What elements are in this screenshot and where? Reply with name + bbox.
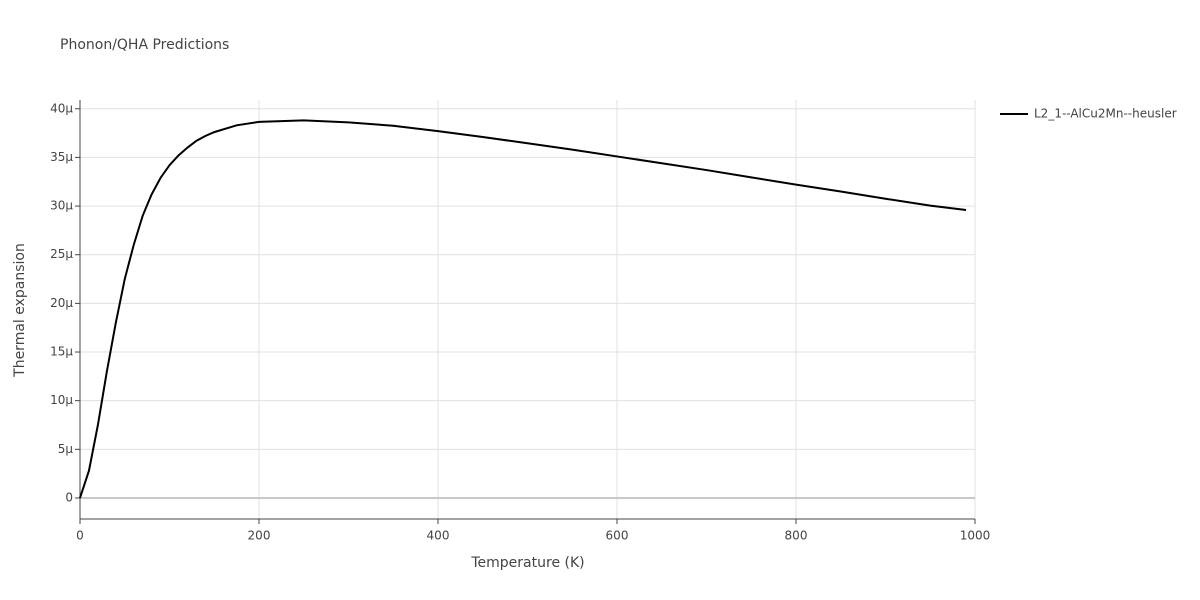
y-tick-label: 5μ <box>58 442 74 456</box>
x-tick-label: 1000 <box>960 529 991 543</box>
y-tick-label: 25μ <box>50 247 73 261</box>
x-axis-title: Temperature (K) <box>470 555 584 571</box>
x-tick-label: 800 <box>785 529 808 543</box>
x-tick-label: 0 <box>76 529 84 543</box>
y-tick-label: 15μ <box>50 345 73 359</box>
series-line <box>79 119 967 499</box>
chart-title: Phonon/QHA Predictions <box>60 37 229 53</box>
x-tick-label: 600 <box>606 529 629 543</box>
y-tick-label: 35μ <box>50 150 73 164</box>
y-tick-label: 40μ <box>50 101 73 115</box>
y-tick-label: 0 <box>65 490 73 504</box>
x-tick-label: 400 <box>427 529 450 543</box>
y-tick-label: 10μ <box>50 393 73 407</box>
x-tick-label: 200 <box>248 529 271 543</box>
y-axis-title: Thermal expansion <box>12 243 28 378</box>
legend-label: L2_1--AlCu2Mn--heusler <box>1034 107 1177 121</box>
y-tick-label: 30μ <box>50 199 73 213</box>
y-tick-label: 20μ <box>50 296 73 310</box>
